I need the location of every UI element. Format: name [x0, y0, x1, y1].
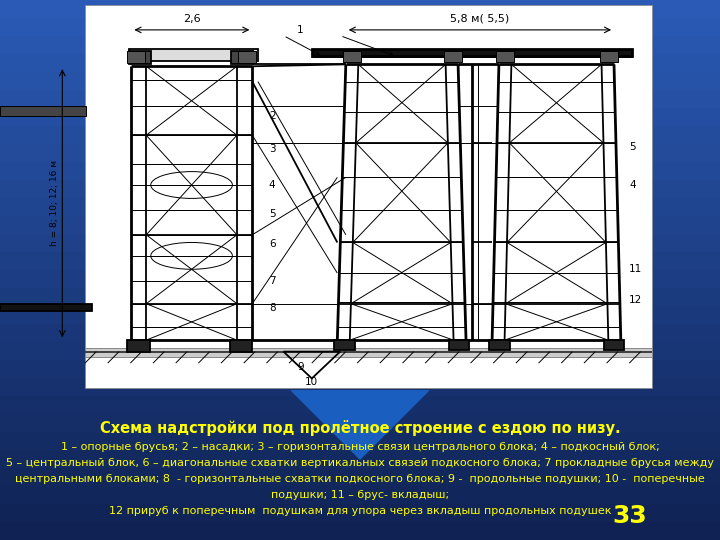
Text: 2,6: 2,6 [183, 14, 201, 24]
Bar [0, 396, 720, 414]
Bar [0, 324, 720, 342]
Bar [444, 51, 462, 63]
Text: 1: 1 [297, 25, 304, 35]
Bar [0, 486, 720, 504]
Bar [0, 504, 720, 522]
Bar [0, 468, 720, 486]
Bar [1, 106, 86, 116]
Bar [0, 522, 720, 540]
Bar [0, 270, 720, 288]
Text: 2: 2 [269, 111, 276, 121]
Text: 4: 4 [269, 180, 276, 190]
Text: Схема надстройки под пролётное строение с ездою по низу.: Схема надстройки под пролётное строение … [99, 420, 621, 436]
Text: 5,8 м( 5,5): 5,8 м( 5,5) [450, 14, 510, 24]
Bar [0, 0, 720, 18]
Text: 12 прируб к поперечным  подушкам для упора через вкладыш продольных подушек: 12 прируб к поперечным подушкам для упор… [109, 506, 611, 516]
Text: 5 – центральный блок, 6 – диагональные схватки вертикальных связей подкосного бл: 5 – центральный блок, 6 – диагональные с… [6, 458, 714, 468]
Bar [129, 49, 258, 60]
Bar [0, 36, 720, 54]
Bar [312, 49, 632, 56]
Text: 10: 10 [305, 377, 318, 387]
Bar [0, 216, 720, 234]
Bar [600, 51, 618, 63]
Bar [0, 432, 720, 450]
Text: 5: 5 [630, 141, 640, 152]
Bar [0, 378, 720, 396]
Bar [238, 51, 256, 63]
Bar [230, 340, 252, 352]
Bar [127, 51, 145, 63]
Bar [0, 54, 720, 72]
Text: 8: 8 [269, 302, 276, 313]
Text: 6: 6 [269, 239, 276, 249]
Text: 3: 3 [269, 144, 276, 153]
Bar [0, 306, 720, 324]
Text: 7: 7 [269, 276, 276, 286]
Text: 9: 9 [297, 362, 304, 372]
Text: h = 8; 10; 12; 16 м: h = 8; 10; 12; 16 м [50, 160, 59, 246]
Text: 11: 11 [629, 264, 642, 274]
Bar [0, 18, 720, 36]
Bar [129, 51, 151, 64]
Bar [0, 360, 720, 378]
Bar [0, 180, 720, 198]
Bar [0, 234, 720, 252]
Bar [0, 72, 720, 90]
Text: 5: 5 [269, 209, 276, 219]
Bar [1, 303, 91, 310]
Bar [0, 342, 720, 360]
Bar [0, 162, 720, 180]
Bar [604, 340, 624, 350]
Bar [85, 5, 652, 388]
Text: 33: 33 [613, 504, 647, 528]
Bar [0, 288, 720, 306]
Text: 1 – опорные брусья; 2 – насадки; 3 – горизонтальные связи центрального блока; 4 : 1 – опорные брусья; 2 – насадки; 3 – гор… [60, 442, 660, 452]
Polygon shape [290, 390, 430, 460]
Bar [449, 340, 469, 350]
Bar [0, 450, 720, 468]
Bar [0, 108, 720, 126]
Bar [343, 51, 361, 63]
Bar [0, 126, 720, 144]
Bar [496, 51, 514, 63]
Bar [85, 348, 652, 357]
Text: центральными блоками; 8  - горизонтальные схватки подкосного блока; 9 -  продоль: центральными блоками; 8 - горизонтальные… [15, 474, 705, 484]
Bar [490, 340, 510, 350]
Text: 12: 12 [629, 295, 642, 305]
Bar [335, 340, 355, 350]
Bar [0, 414, 720, 432]
Bar [0, 90, 720, 108]
Bar [127, 340, 150, 352]
Bar [0, 144, 720, 162]
Bar [0, 198, 720, 216]
Bar [230, 51, 253, 64]
Text: 4: 4 [630, 180, 640, 190]
Text: подушки; 11 – брус- вкладыш;: подушки; 11 – брус- вкладыш; [271, 490, 449, 500]
Bar [0, 252, 720, 270]
